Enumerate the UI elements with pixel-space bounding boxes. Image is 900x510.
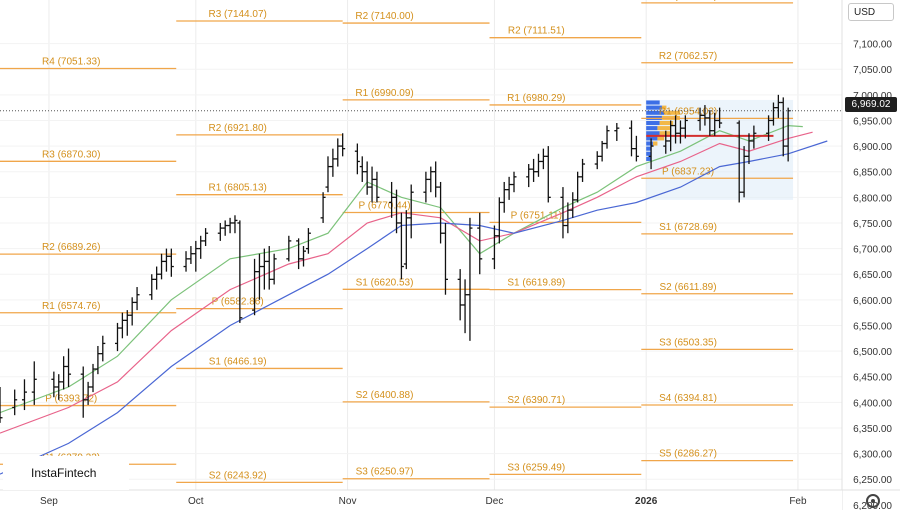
currency-selector[interactable]: USD (848, 3, 894, 21)
y-tick-label: 6,400.00 (853, 398, 892, 409)
pivot-level-label: S2 (6390.71) (507, 395, 565, 406)
y-tick-label: 6,500.00 (853, 347, 892, 358)
y-tick-label: 6,550.00 (853, 321, 892, 332)
x-tick-label: Nov (339, 496, 357, 507)
x-tick-label: Feb (789, 496, 807, 507)
pivot-level-label: S4 (6394.81) (659, 393, 717, 404)
pivot-level-label: R1 (6980.29) (507, 93, 565, 104)
pivot-level-label: S3 (6259.49) (507, 462, 565, 473)
volume-profile-bar (659, 120, 674, 126)
y-tick-label: 6,750.00 (853, 219, 892, 230)
x-tick-label: Sep (40, 496, 58, 507)
volume-profile-bar (646, 156, 651, 161)
volume-profile-bar (646, 151, 651, 156)
pivot-level-label: R3 (7179.37) (659, 0, 717, 2)
y-tick-label: 7,100.00 (853, 40, 892, 51)
volume-profile-bar (646, 110, 665, 115)
volume-profile-bar (657, 136, 665, 141)
volume-profile-bar (664, 110, 680, 115)
pivot-level-label: S1 (6466.19) (209, 356, 267, 367)
y-tick-label: 6,250.00 (853, 475, 892, 486)
volume-profile-bar (661, 105, 667, 110)
moving-average-line (0, 124, 803, 414)
x-tick-label: Dec (486, 496, 504, 507)
pivot-level-label: R2 (6689.26) (42, 242, 100, 253)
moving-average-line (0, 131, 813, 434)
pivot-level-label: R1 (6954.03) (659, 106, 717, 117)
pivot-level-label: S1 (6728.69) (659, 222, 717, 233)
pivot-level-label: R2 (7111.51) (508, 26, 565, 37)
price-scale (842, 0, 900, 510)
y-tick-label: 6,850.00 (853, 168, 892, 179)
volume-profile-bar (657, 126, 671, 131)
brand-logo: InstaFintech (3, 456, 129, 490)
volume-profile-bar (652, 141, 658, 146)
current-price-tag: 6,969.02 (845, 97, 897, 112)
pivot-level-label: R2 (7062.57) (659, 51, 717, 62)
pivot-level-label: S2 (6611.89) (660, 282, 717, 293)
y-tick-label: 6,350.00 (853, 424, 892, 435)
time-scale (0, 490, 842, 510)
pivot-level-label: S2 (6400.88) (356, 390, 414, 401)
y-tick-label: 7,000.00 (853, 91, 892, 102)
volume-profile-bar (646, 126, 658, 131)
pivot-level-label: P (6770.44) (358, 200, 410, 211)
y-tick-label: 6,900.00 (853, 142, 892, 153)
pivot-level-label: S2 (6243.92) (209, 470, 267, 481)
pivot-level-label: P (6582.86) (212, 297, 264, 308)
pivot-level-label: S3 (6250.97) (356, 467, 414, 478)
moving-average-line (0, 140, 828, 475)
pivot-level-label: R3 (7144.07) (208, 9, 266, 20)
pivot-level-label: R1 (6574.76) (42, 301, 100, 312)
volume-profile-bar (646, 100, 660, 105)
volume-profile-bar (646, 105, 662, 110)
pivot-level-label: S5 (6286.27) (659, 449, 717, 460)
pivot-level-label: S3 (6503.35) (659, 337, 717, 348)
volume-profile-bar (646, 141, 653, 146)
volume-profile-bar (646, 146, 651, 151)
pivot-level-label: R1 (6805.13) (208, 183, 266, 194)
pivot-level-label: R1 (6990.09) (355, 88, 413, 99)
volume-profile-bar (646, 136, 658, 141)
pivot-level-label: P (6837.23) (662, 166, 714, 177)
pivot-level-label: R4 (7051.33) (42, 57, 100, 68)
pivot-level-label: R3 (6870.30) (42, 149, 100, 160)
pivot-level-label: R2 (6921.80) (208, 123, 266, 134)
y-tick-label: 7,050.00 (853, 65, 892, 76)
y-tick-label: 6,950.00 (853, 116, 892, 127)
x-tick-label: 2026 (635, 496, 658, 507)
x-tick-label: Oct (188, 496, 204, 507)
y-tick-label: 6,300.00 (853, 450, 892, 461)
pivot-level-label: P (6393.72) (45, 394, 97, 405)
y-tick-label: 6,800.00 (853, 193, 892, 204)
settings-gear-icon[interactable] (866, 494, 880, 508)
pivot-level-label: S1 (6620.53) (356, 277, 414, 288)
y-tick-label: 6,650.00 (853, 270, 892, 281)
volume-profile-bar (646, 120, 660, 126)
volume-profile-bar (646, 131, 660, 136)
y-tick-label: 6,600.00 (853, 296, 892, 307)
pivot-level-label: S1 (6619.89) (507, 278, 565, 289)
y-tick-label: 6,700.00 (853, 245, 892, 256)
pivot-level-label: P (6751.11) (511, 210, 562, 221)
y-tick-label: 6,450.00 (853, 373, 892, 384)
pivot-level-label: R2 (7140.00) (355, 11, 413, 22)
